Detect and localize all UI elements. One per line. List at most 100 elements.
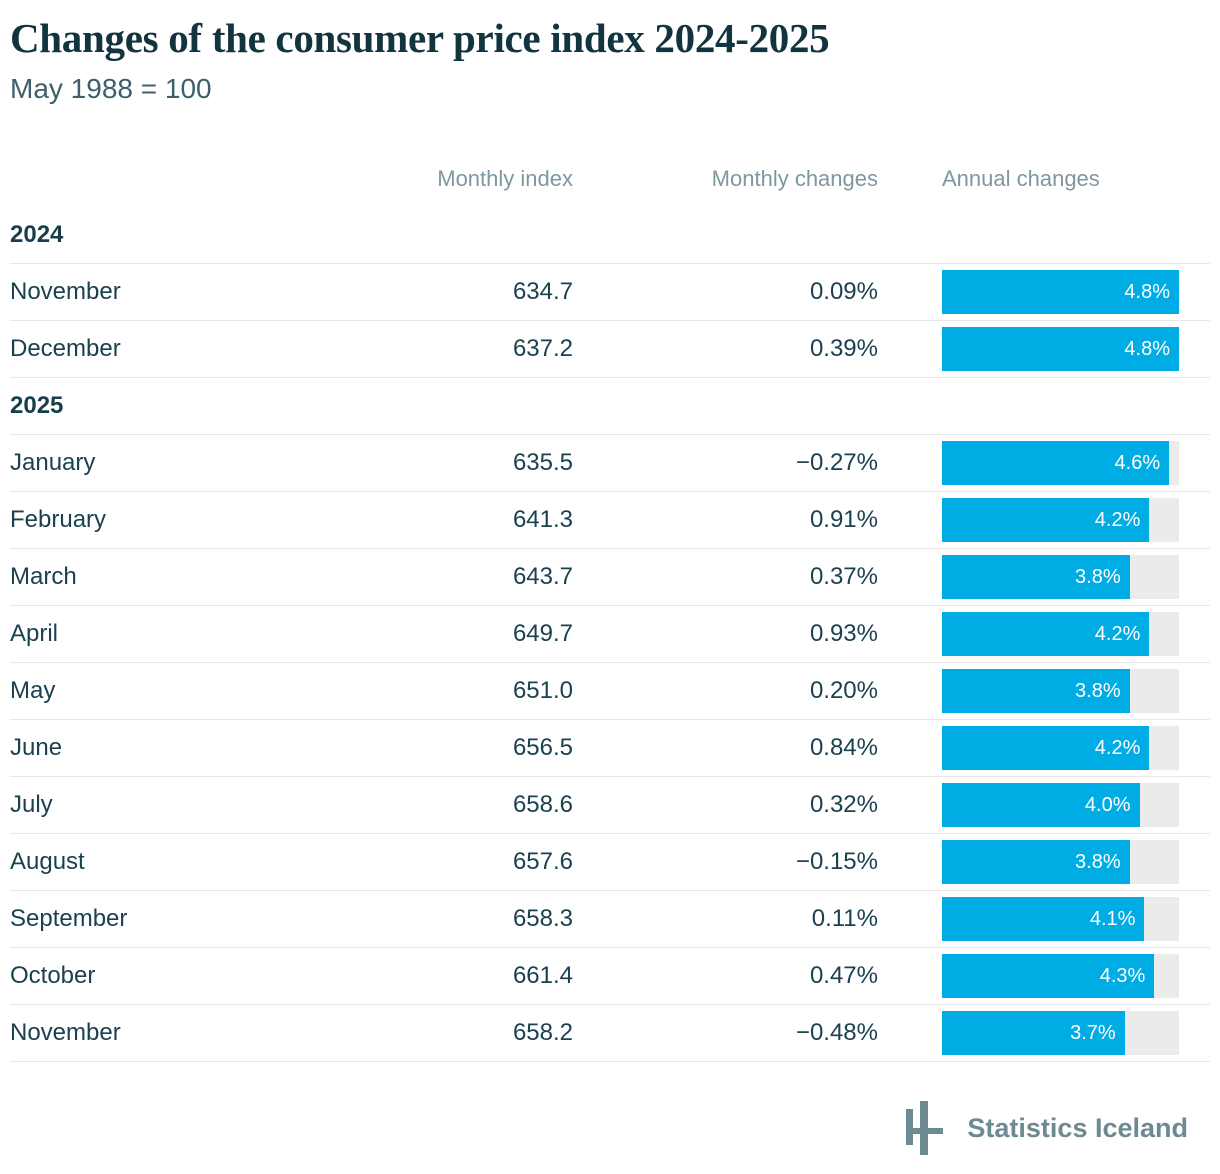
monthly-change-cell: 0.11% [811, 905, 878, 933]
monthly-change-cell: 0.91% [809, 506, 878, 534]
annual-change-bar-track: 4.2% [942, 612, 1179, 657]
table-row: January 635.5 −0.27% 4.6% [10, 435, 1210, 493]
logo-bar-vertical-left [906, 1109, 914, 1146]
monthly-change-cell: 0.39% [809, 335, 878, 363]
table-row: May 651.0 0.20% 3.8% [10, 663, 1210, 721]
month-cell: August [10, 848, 85, 876]
month-cell: January [10, 449, 96, 477]
table-body: 2024 November 634.7 0.09% 4.8% December 637.2 0… [10, 207, 1210, 1063]
table-row: November 634.7 0.09% 4.8% [10, 264, 1210, 322]
annual-change-bar-fill: 4.2% [942, 498, 1150, 543]
month-cell: December [10, 335, 121, 363]
monthly-change-cell: 0.20% [809, 677, 878, 705]
annual-change-bar-track: 4.1% [942, 897, 1179, 942]
annual-change-bar-fill: 3.8% [942, 840, 1130, 885]
annual-change-bar-fill: 4.2% [942, 726, 1150, 771]
monthly-change-cell: 0.09% [809, 278, 878, 306]
table-row: December 637.2 0.39% 4.8% [10, 321, 1210, 379]
annual-changes-column-header: Annual changes [942, 166, 1100, 192]
monthly-change-cell: −0.27% [795, 449, 878, 477]
monthly-index-cell: 641.3 [512, 506, 573, 534]
monthly-change-cell: −0.15% [795, 848, 878, 876]
annual-change-bar-track: 3.8% [942, 840, 1179, 885]
month-cell: June [10, 734, 63, 762]
annual-change-bar-track: 3.7% [942, 1011, 1179, 1056]
table-header-row: Monthly index Monthly changes Annual cha… [10, 151, 1210, 207]
annual-change-bar-label: 3.8% [1075, 679, 1121, 702]
table-row: September 658.3 0.11% 4.1% [10, 891, 1210, 949]
table-row: August 657.6 −0.15% 3.8% [10, 834, 1210, 892]
annual-change-bar-fill: 4.0% [942, 783, 1140, 828]
annual-change-bar-fill: 4.3% [942, 954, 1155, 999]
annual-change-bar-label: 4.8% [1124, 337, 1170, 360]
year-header-row-2025: 2025 [10, 378, 1210, 436]
annual-change-bar-fill: 4.8% [942, 327, 1179, 372]
year-header-row-2024: 2024 [10, 207, 1210, 265]
month-cell: May [10, 677, 56, 705]
annual-change-bar-track: 4.2% [942, 498, 1179, 543]
monthly-index-cell: 635.5 [512, 449, 573, 477]
table-row: July 658.6 0.32% 4.0% [10, 777, 1210, 835]
annual-change-bar-fill: 4.8% [942, 270, 1179, 315]
annual-change-bar-label: 3.7% [1070, 1021, 1116, 1044]
monthly-change-cell: −0.48% [795, 1019, 878, 1047]
monthly-index-cell: 658.2 [512, 1019, 573, 1047]
monthly-index-cell: 658.3 [512, 905, 573, 933]
statistics-iceland-logo-icon [903, 1098, 949, 1158]
monthly-index-cell: 656.5 [512, 734, 573, 762]
page-title: Changes of the consumer price index 2024… [10, 15, 830, 61]
monthly-index-cell: 658.6 [512, 791, 573, 819]
monthly-index-cell: 643.7 [512, 563, 573, 591]
annual-change-bar-fill: 3.7% [942, 1011, 1125, 1056]
footer: Statistics Iceland [10, 1098, 1210, 1158]
annual-change-bar-label: 4.3% [1099, 964, 1146, 987]
cpi-table: Monthly index Monthly changes Annual cha… [10, 151, 1210, 1063]
annual-change-bar-track: 4.8% [942, 327, 1179, 372]
annual-change-bar-track: 4.6% [942, 441, 1179, 486]
annual-change-bar-track: 4.0% [942, 783, 1179, 828]
annual-change-bar-label: 4.6% [1114, 451, 1161, 474]
monthly-index-cell: 657.6 [512, 848, 573, 876]
annual-change-bar-fill: 4.2% [942, 612, 1150, 657]
table-row: June 656.5 0.84% 4.2% [10, 720, 1210, 778]
annual-change-bar-fill: 4.1% [942, 897, 1145, 942]
monthly-index-cell: 637.2 [512, 335, 573, 363]
table-row: October 661.4 0.47% 4.3% [10, 948, 1210, 1006]
monthly-changes-column-header: Monthly changes [711, 166, 878, 192]
monthly-change-cell: 0.32% [809, 791, 878, 819]
table-row: November 658.2 −0.48% 3.7% [10, 1005, 1210, 1063]
annual-change-bar-label: 4.2% [1094, 622, 1141, 645]
annual-change-bar-fill: 3.8% [942, 669, 1130, 714]
annual-change-bar-label: 4.8% [1124, 280, 1170, 303]
annual-change-bar-label: 4.2% [1094, 508, 1141, 531]
month-cell: September [10, 905, 128, 933]
annual-change-bar-label: 4.1% [1089, 907, 1136, 930]
annual-change-bar-track: 4.2% [942, 726, 1179, 771]
month-cell: April [10, 620, 59, 648]
annual-change-bar-label: 3.8% [1075, 850, 1121, 873]
year-label: 2025 [10, 392, 64, 420]
table-row: March 643.7 0.37% 3.8% [10, 549, 1210, 607]
monthly-change-cell: 0.37% [809, 563, 878, 591]
annual-change-bar-label: 4.0% [1084, 793, 1131, 816]
year-label: 2024 [10, 221, 64, 249]
page-subtitle: May 1988 = 100 [10, 73, 212, 105]
annual-change-bar-track: 3.8% [942, 669, 1179, 714]
month-cell: February [10, 506, 107, 534]
monthly-index-cell: 651.0 [512, 677, 573, 705]
month-cell: March [10, 563, 77, 591]
monthly-change-cell: 0.93% [809, 620, 878, 648]
annual-change-bar-track: 4.8% [942, 270, 1179, 315]
monthly-index-column-header: Monthly index [437, 166, 573, 192]
annual-change-bar-label: 4.2% [1094, 736, 1141, 759]
monthly-change-cell: 0.47% [809, 962, 878, 990]
table-row: February 641.3 0.91% 4.2% [10, 492, 1210, 550]
month-cell: July [10, 791, 53, 819]
month-cell: October [10, 962, 96, 990]
footer-brand-label: Statistics Iceland [967, 1112, 1188, 1143]
annual-change-bar-label: 3.8% [1075, 565, 1121, 588]
month-cell: November [10, 1019, 121, 1047]
logo-bar-horizontal [906, 1128, 944, 1135]
month-cell: November [10, 278, 121, 306]
